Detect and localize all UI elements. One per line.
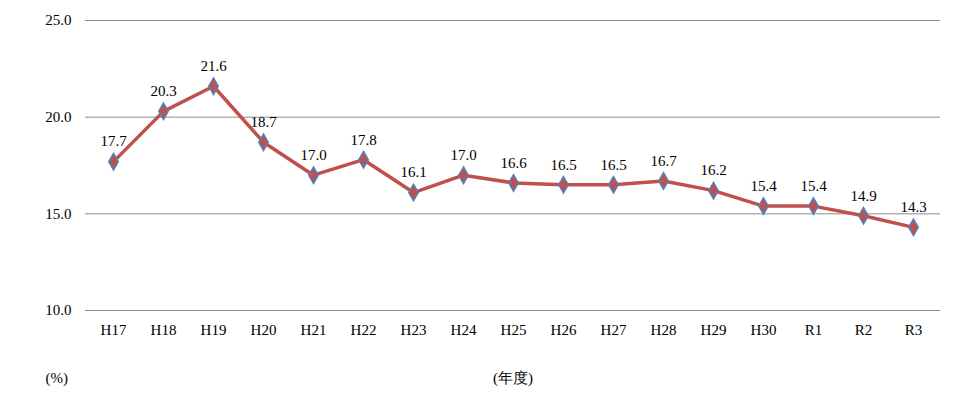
svg-text:H20: H20 [251, 322, 277, 338]
svg-text:14.3: 14.3 [900, 199, 926, 215]
svg-text:H30: H30 [751, 322, 777, 338]
svg-text:H19: H19 [201, 322, 227, 338]
svg-text:H29: H29 [701, 322, 727, 338]
svg-text:16.1: 16.1 [400, 164, 426, 180]
svg-text:H28: H28 [651, 322, 677, 338]
svg-text:18.7: 18.7 [250, 114, 277, 130]
svg-text:H26: H26 [551, 322, 577, 338]
svg-text:(%): (%) [46, 370, 69, 387]
svg-text:17.0: 17.0 [450, 147, 476, 163]
svg-text:17.7: 17.7 [100, 133, 127, 149]
svg-text:20.0: 20.0 [45, 109, 71, 125]
svg-text:15.4: 15.4 [750, 178, 777, 194]
svg-text:17.0: 17.0 [300, 147, 326, 163]
svg-text:H18: H18 [151, 322, 177, 338]
svg-text:R3: R3 [905, 322, 923, 338]
svg-text:25.0: 25.0 [45, 12, 71, 28]
svg-text:15.0: 15.0 [45, 206, 71, 222]
svg-text:20.3: 20.3 [150, 83, 176, 99]
svg-text:H27: H27 [601, 322, 627, 338]
svg-text:R1: R1 [805, 322, 823, 338]
svg-text:(年度): (年度) [493, 370, 533, 387]
svg-text:16.5: 16.5 [600, 157, 626, 173]
svg-text:16.2: 16.2 [700, 162, 726, 178]
svg-text:15.4: 15.4 [800, 178, 827, 194]
svg-text:H24: H24 [451, 322, 477, 338]
svg-text:H21: H21 [301, 322, 327, 338]
svg-text:16.6: 16.6 [500, 155, 527, 171]
svg-text:21.6: 21.6 [200, 58, 227, 74]
svg-text:H22: H22 [351, 322, 377, 338]
svg-text:17.8: 17.8 [350, 132, 376, 148]
svg-text:H17: H17 [101, 322, 127, 338]
svg-text:H23: H23 [401, 322, 427, 338]
svg-text:16.5: 16.5 [550, 157, 576, 173]
svg-text:H25: H25 [501, 322, 527, 338]
svg-text:10.0: 10.0 [45, 302, 71, 318]
svg-text:R2: R2 [855, 322, 873, 338]
svg-text:14.9: 14.9 [850, 188, 876, 204]
svg-text:16.7: 16.7 [650, 153, 677, 169]
